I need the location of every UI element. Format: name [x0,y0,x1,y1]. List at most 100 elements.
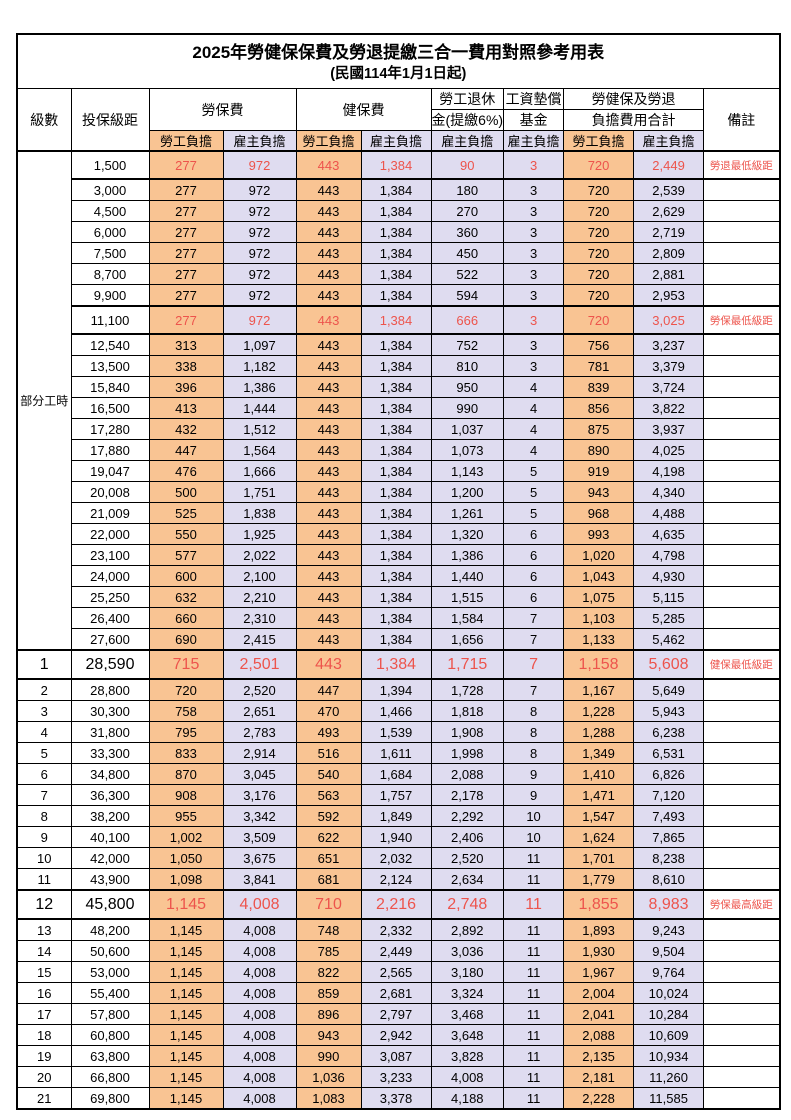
value-health-employee: 990 [295,1045,362,1067]
value-labor-employer: 4,008 [222,1024,297,1046]
value-health-employer: 1,384 [360,200,432,222]
value-total-employer: 4,025 [633,439,705,461]
value-wage-fund-employer: 9 [503,784,565,806]
value-pension-employer: 1,908 [430,721,505,743]
value-labor-employee: 313 [148,333,224,356]
value-total-employee: 875 [563,418,635,440]
value-total-employer: 11,585 [633,1087,705,1110]
header-row-2: 金(提繳6%) 基金 負擔費用合計 [17,109,780,131]
value-total-employer: 2,629 [633,200,705,222]
value-pension-employer: 450 [430,242,505,264]
value-wage-fund-employer: 10 [503,805,565,827]
value-health-employer: 1,384 [360,221,432,243]
remark-cell [703,502,781,524]
value-pension-employer: 2,406 [430,826,505,848]
remark-cell [703,700,781,722]
value-labor-employer: 1,097 [222,333,297,356]
value-health-employee: 651 [295,847,362,869]
table-row: 7,500 277 972 443 1,384 450 3 720 2,809 [17,242,781,264]
table-row: 6,000 277 972 443 1,384 360 3 720 2,719 [17,221,781,243]
subheader-health-employer: 雇主負擔 [360,130,432,152]
value-health-employer: 2,032 [360,847,432,869]
value-health-employer: 1,384 [360,263,432,285]
value-labor-employee: 632 [148,586,224,608]
subheader-labor-employer: 雇主負擔 [222,130,297,152]
value-labor-employer: 4,008 [222,1066,297,1088]
value-pension-employer: 360 [430,221,505,243]
bracket-cell: 26,400 [70,607,150,629]
bracket-cell: 28,800 [70,678,150,701]
value-health-employee: 443 [295,460,362,482]
header-wage-fund-line1: 工資墊償 [503,88,565,110]
remark-cell [703,586,781,608]
bracket-cell: 40,100 [70,826,150,848]
table-row: 15 53,000 1,145 4,008 822 2,565 3,180 11 1,967 9,… [16,961,781,983]
value-total-employee: 720 [563,263,635,285]
value-wage-fund-employer: 5 [503,502,565,524]
value-pension-employer: 1,037 [430,418,505,440]
value-total-employee: 756 [563,333,635,356]
header-pension-line1: 勞工退休 [430,88,505,110]
value-labor-employee: 795 [148,721,224,743]
value-labor-employer: 4,008 [222,1087,297,1110]
value-labor-employer: 4,008 [222,1003,297,1025]
table-row: 17 57,800 1,145 4,008 896 2,797 3,468 11 2,041 10… [16,1003,781,1025]
value-pension-employer: 1,998 [430,742,505,764]
value-health-employee: 443 [295,221,362,243]
value-health-employee: 563 [295,784,362,806]
value-pension-employer: 3,036 [430,940,505,962]
value-wage-fund-employer: 11 [503,961,565,983]
table-row: 20 66,800 1,145 4,008 1,036 3,233 4,008 11 2,181… [16,1066,781,1088]
value-wage-fund-employer: 3 [503,305,565,335]
bracket-cell: 8,700 [70,263,150,285]
value-health-employee: 443 [295,355,362,377]
value-labor-employee: 1,002 [148,826,224,848]
subheader-pension-employer: 雇主負擔 [430,130,505,152]
header-total-line1: 勞健保及勞退 [563,88,705,110]
value-labor-employer: 2,310 [222,607,297,629]
value-total-employee: 1,020 [563,544,635,566]
table-row: 19 63,800 1,145 4,008 990 3,087 3,828 11 2,135 10… [16,1045,781,1067]
value-total-employer: 7,493 [633,805,705,827]
value-health-employer: 3,233 [360,1066,432,1088]
value-pension-employer: 1,728 [430,678,505,701]
value-labor-employee: 396 [148,376,224,398]
value-health-employee: 493 [295,721,362,743]
table-row: 25,250 632 2,210 443 1,384 1,515 6 1,075 5,115 [17,586,781,608]
value-total-employer: 3,237 [633,333,705,356]
value-total-employer: 2,809 [633,242,705,264]
value-pension-employer: 3,828 [430,1045,505,1067]
value-pension-employer: 522 [430,263,505,285]
level-cell: 2 [16,678,72,701]
header-bracket: 投保級距 [70,88,150,152]
value-labor-employer: 2,415 [222,628,297,651]
value-total-employee: 993 [563,523,635,545]
value-labor-employee: 432 [148,418,224,440]
value-total-employee: 1,103 [563,607,635,629]
value-wage-fund-employer: 8 [503,721,565,743]
value-health-employer: 1,940 [360,826,432,848]
remark-cell [703,284,781,307]
value-total-employer: 10,284 [633,1003,705,1025]
value-labor-employee: 277 [148,221,224,243]
value-health-employee: 785 [295,940,362,962]
subheader-total-employee: 勞工負擔 [563,130,635,152]
bracket-cell: 23,100 [70,544,150,566]
value-wage-fund-employer: 4 [503,418,565,440]
value-wage-fund-employer: 7 [503,678,565,701]
value-wage-fund-employer: 8 [503,742,565,764]
remark-cell: 勞退最低級距 [703,150,781,180]
value-health-employer: 1,384 [360,376,432,398]
table-row: 18 60,800 1,145 4,008 943 2,942 3,648 11 2,088 10… [16,1024,781,1046]
value-labor-employer: 3,045 [222,763,297,785]
value-pension-employer: 1,143 [430,460,505,482]
value-total-employee: 1,075 [563,586,635,608]
bracket-cell: 19,047 [70,460,150,482]
table-row: 11,100 277 972 443 1,384 666 3 720 3,025 勞保最低級距 [17,305,781,335]
value-labor-employee: 1,050 [148,847,224,869]
value-total-employer: 2,539 [633,178,705,201]
value-health-employer: 1,384 [360,523,432,545]
value-health-employee: 859 [295,982,362,1004]
value-total-employee: 720 [563,150,635,180]
value-health-employer: 1,384 [360,397,432,419]
